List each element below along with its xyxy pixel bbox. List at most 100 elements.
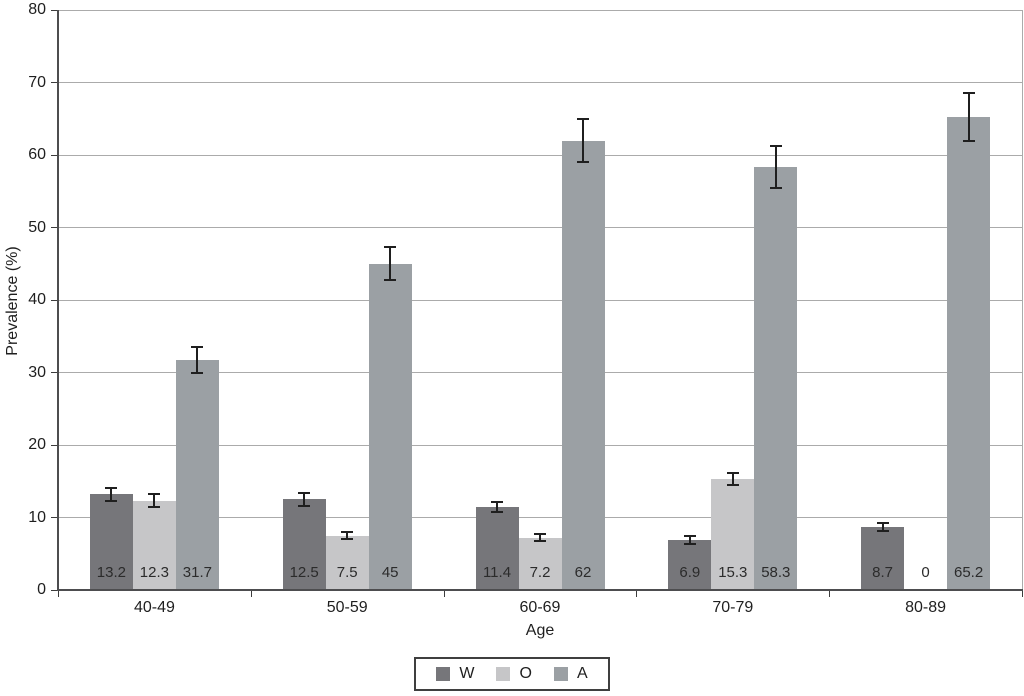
bar [325, 535, 369, 590]
error-bar-line [731, 473, 734, 485]
error-bar-cap [491, 501, 503, 504]
bar-value-label: 15.3 [718, 564, 748, 581]
bar-value-label: 12.5 [289, 564, 319, 581]
bar-value-label: 7.5 [336, 564, 358, 581]
error-bar-cap [962, 140, 975, 143]
gridline [58, 154, 1022, 156]
error-bar-cap [769, 187, 782, 190]
bar [561, 140, 605, 590]
x-tick [443, 591, 445, 597]
y-tick [51, 372, 58, 373]
bar [132, 500, 176, 590]
bar-value-label: 0 [921, 564, 930, 581]
error-bar-cap [726, 483, 739, 486]
y-tick [51, 589, 58, 591]
error-bar-line [196, 347, 199, 374]
gridline [58, 82, 1022, 83]
bar-value-label: 45 [381, 564, 399, 581]
error-bar-cap [876, 522, 889, 525]
y-axis-line [57, 10, 59, 591]
bar [947, 117, 991, 590]
error-bar-cap [105, 499, 118, 502]
x-tick [636, 591, 638, 597]
y-tick-label: 80 [28, 1, 46, 18]
error-bar-cap [298, 491, 311, 494]
error-bar-cap [491, 511, 503, 514]
error-bar-line [153, 494, 156, 508]
error-bar-cap [148, 493, 161, 496]
gridline [58, 372, 1022, 373]
error-bar-cap [534, 540, 546, 543]
error-bar-cap [341, 538, 354, 541]
bar [668, 539, 712, 590]
x-tick [1022, 591, 1023, 597]
bar-value-label: 11.4 [482, 564, 512, 581]
gridline [58, 9, 1022, 11]
bar-value-label: 6.9 [679, 564, 701, 581]
bar [861, 526, 905, 590]
bar [282, 499, 326, 590]
bar [89, 494, 133, 590]
plot-right-border [1022, 10, 1023, 590]
legend-swatch [496, 667, 511, 681]
error-bar-line [967, 93, 970, 142]
bar-value-label: 13.2 [96, 564, 126, 581]
category-label: 40-49 [133, 599, 175, 616]
error-bar-cap [769, 145, 782, 148]
bar [518, 537, 562, 590]
y-tick [51, 9, 58, 11]
bar [368, 263, 412, 590]
x-tick [58, 591, 59, 597]
error-bar-line [688, 536, 691, 544]
error-bar-line [496, 502, 498, 513]
x-axis-title: Age [525, 622, 555, 639]
bar-value-label: 7.2 [529, 564, 551, 581]
category-label: 60-69 [519, 599, 561, 616]
y-tick-label: 30 [28, 363, 46, 381]
error-bar-cap [148, 506, 161, 509]
error-bar-cap [384, 246, 397, 249]
gridline [58, 517, 1022, 518]
y-tick [51, 227, 58, 228]
error-bar-cap [876, 529, 889, 532]
error-bar-cap [341, 531, 354, 533]
y-tick-label: 50 [28, 218, 46, 236]
gridline [58, 299, 1022, 301]
error-bar-line [774, 146, 777, 189]
bar-value-label: 58.3 [761, 564, 791, 581]
y-tick [51, 82, 58, 83]
error-bar-line [346, 532, 349, 540]
y-tick [51, 444, 58, 446]
error-bar-cap [683, 542, 696, 545]
y-tick-label: 60 [28, 146, 46, 163]
legend-label: O [519, 665, 532, 682]
legend-swatch [436, 667, 451, 681]
error-bar-cap [534, 533, 546, 536]
error-bar-cap [683, 535, 696, 538]
gridline [58, 444, 1022, 446]
y-tick-label: 10 [28, 508, 46, 526]
bar [475, 507, 519, 590]
bar-value-label: 31.7 [182, 564, 212, 581]
y-tick-label: 20 [28, 436, 46, 453]
error-bar-cap [191, 346, 204, 349]
legend-item: A [553, 665, 588, 682]
bar-value-label: 62 [574, 564, 592, 581]
error-bar-line [539, 534, 541, 542]
error-bar-cap [298, 504, 311, 507]
error-bar-line [881, 523, 884, 531]
error-bar-line [303, 492, 306, 506]
legend-label: A [576, 665, 588, 682]
legend-item: W [436, 666, 474, 682]
bar-value-label: 65.2 [953, 564, 984, 581]
bar [711, 479, 755, 590]
error-bar-cap [726, 472, 739, 475]
bar-value-label: 8.7 [872, 564, 894, 581]
error-bar-cap [962, 92, 975, 95]
y-tick [51, 299, 58, 301]
legend-item: O [496, 665, 532, 682]
error-bar-line [389, 247, 392, 281]
